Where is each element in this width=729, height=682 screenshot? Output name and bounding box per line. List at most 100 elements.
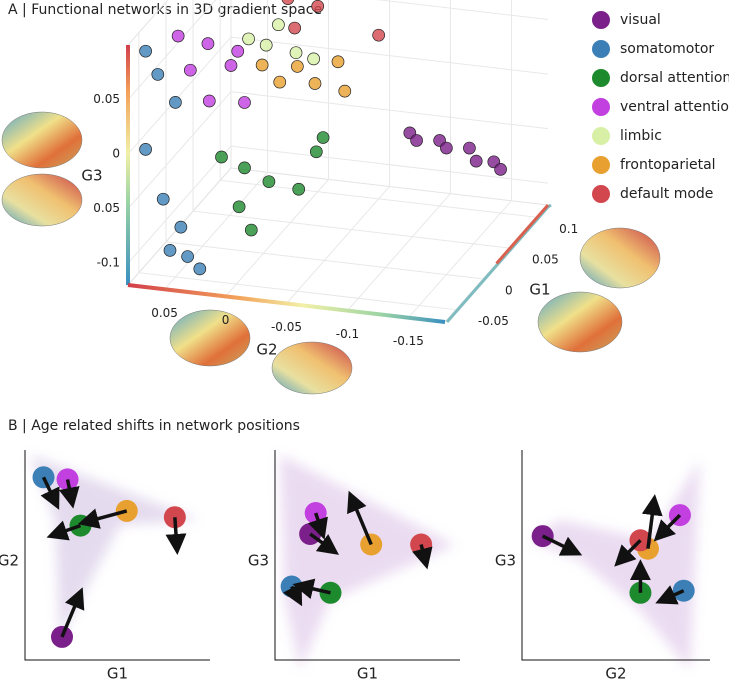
age-shift-arrow bbox=[412, 544, 433, 570]
legend-marker bbox=[592, 40, 610, 58]
point bbox=[193, 262, 207, 276]
z-axis-bar bbox=[126, 45, 130, 285]
point bbox=[440, 141, 453, 155]
point bbox=[410, 134, 423, 147]
brain-images bbox=[1, 111, 661, 395]
grid-line bbox=[286, 0, 390, 304]
grid-line bbox=[347, 0, 451, 311]
x-axis-label: G2 bbox=[605, 665, 626, 682]
point bbox=[289, 46, 303, 60]
legend-marker bbox=[592, 185, 610, 203]
point bbox=[372, 28, 386, 42]
z-tick-label: 0.05 bbox=[93, 201, 120, 215]
panel-title: B | Age related shifts in network positi… bbox=[8, 418, 300, 434]
age-shift-arrow bbox=[347, 490, 373, 546]
age-shift-arrow bbox=[653, 513, 682, 542]
point bbox=[259, 38, 273, 52]
point bbox=[202, 94, 216, 108]
y-tick-label: -0.05 bbox=[271, 320, 302, 334]
point bbox=[494, 163, 507, 176]
age-shift-arrow bbox=[58, 479, 80, 509]
point bbox=[171, 29, 185, 43]
point bbox=[291, 60, 304, 73]
y-axis-bar bbox=[127, 283, 446, 324]
grid-line bbox=[164, 0, 269, 290]
point bbox=[262, 175, 276, 189]
age-shift-arrow bbox=[77, 508, 128, 529]
age-shift-arrow bbox=[541, 534, 583, 556]
grid-line bbox=[127, 36, 549, 155]
legend-marker bbox=[592, 127, 610, 145]
point bbox=[238, 96, 251, 109]
point bbox=[338, 84, 352, 98]
legend-label: limbic bbox=[620, 128, 662, 144]
z-tick-label: 0 bbox=[112, 147, 120, 161]
point bbox=[308, 77, 322, 90]
legend-marker bbox=[592, 11, 610, 29]
point bbox=[139, 143, 152, 156]
axis-frame bbox=[521, 450, 710, 661]
point bbox=[169, 96, 182, 109]
grid-line bbox=[225, 0, 330, 297]
x-tick-label: 0.1 bbox=[559, 222, 578, 236]
age-shift-arrow bbox=[165, 517, 187, 555]
point bbox=[292, 182, 306, 196]
point bbox=[232, 200, 246, 214]
point bbox=[139, 44, 152, 58]
grid-line bbox=[192, 0, 511, 249]
point bbox=[311, 0, 325, 13]
legend-marker bbox=[592, 69, 610, 87]
z-tick-label: 0.05 bbox=[93, 92, 120, 106]
y-axis-label: G3 bbox=[248, 552, 269, 570]
legend-label: somatomotor bbox=[620, 41, 714, 57]
age-shift-arrow bbox=[614, 539, 642, 567]
point bbox=[242, 32, 255, 46]
legend-label: default mode bbox=[620, 186, 713, 202]
point bbox=[174, 220, 188, 234]
legend-label: ventral attention bbox=[620, 99, 729, 115]
age-shift-arrow bbox=[292, 578, 331, 600]
y-axis-label: G2 bbox=[256, 341, 277, 359]
point bbox=[288, 21, 302, 35]
grid-line bbox=[127, 91, 549, 209]
point bbox=[244, 223, 258, 237]
x-axis-label: G1 bbox=[107, 665, 128, 682]
point bbox=[316, 131, 330, 144]
age-shift-arrow bbox=[60, 587, 85, 638]
z-tick-label: -0.1 bbox=[97, 256, 120, 270]
point bbox=[201, 37, 215, 50]
legend-marker bbox=[592, 98, 610, 116]
y-tick-label: 0.05 bbox=[151, 306, 178, 320]
point bbox=[281, 0, 295, 5]
axis-frame bbox=[24, 450, 210, 661]
legend-label: frontoparietal bbox=[620, 157, 716, 173]
point bbox=[151, 68, 165, 81]
y-axis-label: G3 bbox=[495, 552, 516, 570]
point bbox=[307, 52, 320, 66]
point bbox=[309, 145, 323, 159]
legend-label: visual bbox=[620, 12, 661, 28]
y-tick-label: -0.1 bbox=[336, 327, 359, 341]
x-tick-label: -0.05 bbox=[478, 314, 509, 328]
x-axis-label: G1 bbox=[357, 665, 378, 682]
point bbox=[224, 59, 238, 72]
y-tick-label: -0.15 bbox=[393, 334, 424, 348]
point bbox=[183, 63, 197, 77]
panel-title: A | Functional networks in 3D gradient s… bbox=[8, 2, 322, 18]
legend-label: dorsal attention bbox=[620, 70, 729, 86]
grid-line bbox=[127, 145, 549, 264]
y-axis-label: G2 bbox=[0, 552, 19, 570]
age-shift-arrow bbox=[46, 520, 82, 541]
back-wall bbox=[127, 0, 232, 287]
point bbox=[255, 58, 269, 72]
x-tick-label: 0.05 bbox=[532, 253, 559, 267]
point bbox=[238, 161, 251, 175]
legend-marker bbox=[592, 156, 610, 174]
point bbox=[463, 141, 476, 155]
point bbox=[273, 75, 287, 89]
point bbox=[272, 18, 285, 32]
point-clouds bbox=[30, 455, 700, 670]
x-axis-bar-top bbox=[495, 204, 550, 265]
